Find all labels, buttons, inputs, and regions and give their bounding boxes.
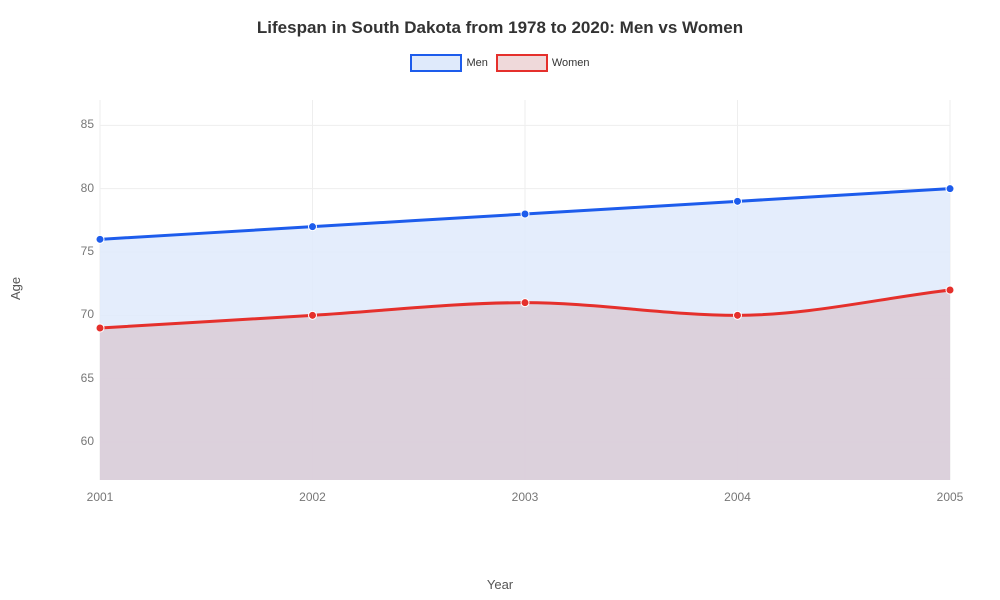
legend-item-women[interactable]: Women [496,54,590,72]
plot-area [60,90,960,520]
legend-label-women: Women [552,57,590,69]
x-tick-label: 2002 [293,490,333,504]
y-tick-label: 85 [72,117,94,131]
legend-label-men: Men [466,57,487,69]
chart-title: Lifespan in South Dakota from 1978 to 20… [0,0,1000,38]
chart-container: Lifespan in South Dakota from 1978 to 20… [0,0,1000,600]
y-tick-label: 65 [72,371,94,385]
y-axis-label: Age [8,277,23,300]
x-tick-label: 2001 [80,490,120,504]
x-tick-label: 2003 [505,490,545,504]
legend-swatch-women [496,54,548,72]
chart-svg [60,90,960,520]
x-tick-label: 2004 [718,490,758,504]
y-tick-label: 70 [72,307,94,321]
y-tick-label: 80 [72,181,94,195]
y-tick-label: 60 [72,434,94,448]
legend-swatch-men [410,54,462,72]
y-tick-label: 75 [72,244,94,258]
legend: Men Women [0,54,1000,72]
legend-item-men[interactable]: Men [410,54,487,72]
x-axis-label: Year [0,577,1000,592]
x-tick-label: 2005 [930,490,970,504]
